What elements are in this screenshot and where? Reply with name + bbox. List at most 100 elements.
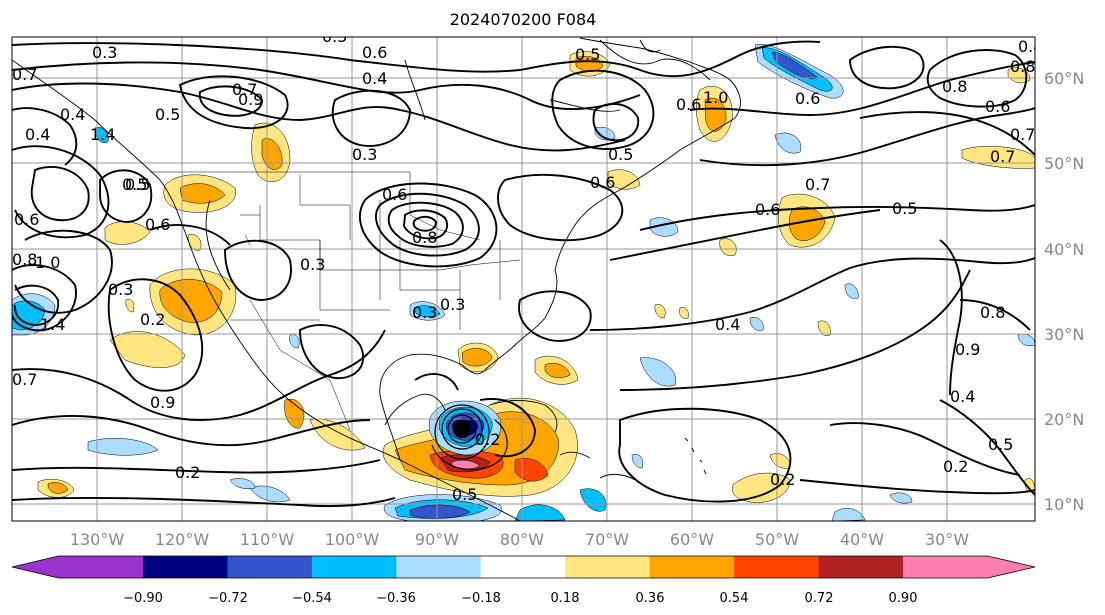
colorbar-tick-label: −0.18	[461, 591, 501, 606]
contour-label: 0.7	[805, 175, 830, 194]
lat-label: 50°N	[1044, 154, 1084, 173]
lon-label: 120°W	[155, 530, 210, 549]
colorbar-segment	[227, 556, 313, 578]
contour-label: 0.4	[25, 125, 50, 144]
colorbar-tick-label: 0.72	[805, 591, 834, 606]
colorbar-ticks: −0.90 −0.72 −0.54 −0.36 −0.18 0.18 0.36 …	[123, 591, 917, 606]
contour-label: 0.8	[1010, 57, 1035, 76]
contour-labels: 0.3 0.6 0.4 0.5 0.7 0.9 0.5 0.4 0.7 0.5 …	[12, 27, 1043, 504]
map-frame	[11, 36, 1036, 522]
cyclone-contours	[431, 404, 508, 471]
contour-label: 0.3	[108, 280, 133, 299]
lon-label: 130°W	[70, 530, 125, 549]
lat-label: 10°N	[1044, 495, 1084, 514]
contour-label: 0.4	[60, 105, 85, 124]
colorbar-segment	[565, 556, 651, 578]
lon-label: 90°W	[415, 530, 459, 549]
contour-label: 0.7	[12, 65, 37, 84]
lon-label: 70°W	[585, 530, 629, 549]
colorbar-tick-label: −0.90	[123, 591, 163, 606]
lon-label: 50°W	[755, 530, 799, 549]
colorbar-segment	[396, 556, 482, 578]
lat-label: 40°N	[1044, 240, 1084, 259]
colorbar	[11, 555, 1036, 579]
contour-label: 0.5	[322, 27, 347, 46]
coastlines	[12, 37, 741, 521]
lon-label: 60°W	[670, 530, 714, 549]
contour-label: 0.7	[12, 370, 37, 389]
colorbar-segment	[480, 556, 566, 578]
contour-label: 1.4	[40, 315, 65, 334]
contour-label: 0.6	[985, 97, 1010, 116]
contour-label: 0.8	[412, 228, 437, 247]
lat-label: 30°N	[1044, 325, 1084, 344]
contour-label: 0.5	[608, 145, 633, 164]
colorbar-segment	[903, 556, 1035, 578]
colorbar-tick-label: −0.36	[376, 591, 416, 606]
lon-label: 30°W	[925, 530, 969, 549]
contour-label: 0.8	[980, 303, 1005, 322]
contour-label: 0.2	[475, 430, 500, 449]
colorbar-segment	[649, 556, 735, 578]
contour-label: 0.4	[715, 315, 740, 334]
figure-title: 2024070200 F084	[450, 10, 597, 29]
colorbar-segment	[12, 556, 143, 578]
contour-label: 0.4	[362, 69, 387, 88]
colorbar-segment	[818, 556, 904, 578]
contour-label: 0.6	[382, 185, 407, 204]
lat-label: 20°N	[1044, 410, 1084, 429]
contour-label: 0.3	[300, 255, 325, 274]
contour-label: 0.5	[988, 435, 1013, 454]
contour-label: 0.7	[1010, 125, 1035, 144]
contour-label: 0.4	[950, 387, 975, 406]
colorbar-tick-label: 0.18	[551, 591, 580, 606]
contour-label: 0.2	[140, 310, 165, 329]
contour-label: 1.4	[90, 125, 115, 144]
contour-label: 0.2	[175, 463, 200, 482]
contour-label: 0.5	[155, 105, 180, 124]
contour-lines	[12, 40, 1035, 508]
colorbar-tick-label: −0.54	[292, 591, 332, 606]
contour-label: 0.5	[575, 45, 600, 64]
contour-label: 0.5	[125, 175, 150, 194]
contour-label: 0.3	[440, 295, 465, 314]
contour-label: 0.6	[362, 43, 387, 62]
colorbar-segment	[143, 556, 228, 578]
colorbar-outline	[11, 555, 1036, 579]
colorbar-tick-label: 0.36	[636, 591, 665, 606]
colorbar-segment	[311, 556, 397, 578]
colorbar-tick-label: 0.54	[720, 591, 749, 606]
colorbar-tick-label: 0.90	[889, 591, 918, 606]
contour-label: 0.7	[990, 147, 1015, 166]
contour-label: 0.3	[92, 43, 117, 62]
longitude-labels: 130°W 120°W 110°W 100°W 90°W 80°W 70°W 6…	[70, 530, 969, 549]
lon-label: 110°W	[240, 530, 295, 549]
contour-label: 0.8	[12, 250, 37, 269]
contour-label: 0.5	[892, 199, 917, 218]
lon-label: 100°W	[325, 530, 380, 549]
contour-label: 0.2	[943, 457, 968, 476]
colorbar-segment	[734, 556, 820, 578]
contour-label: 0.5	[122, 175, 147, 194]
contour-label: 0.6	[145, 215, 170, 234]
contour-label: 0.3	[412, 303, 437, 322]
contour-label: 0.8	[942, 77, 967, 96]
contour-label: 0.4	[1018, 37, 1043, 56]
contour-label: 0.9	[238, 90, 263, 109]
contour-label: 0.6	[590, 173, 615, 192]
contour-label: 0.6	[755, 200, 780, 219]
contour-label: 0.3	[352, 145, 377, 164]
contour-label: 0.7	[232, 80, 257, 99]
contour-label: 0.6	[676, 95, 701, 114]
contour-label: 1.0	[703, 88, 728, 107]
latitude-labels: 60°N 50°N 40°N 30°N 20°N 10°N	[1044, 69, 1084, 514]
lon-label: 80°W	[500, 530, 544, 549]
map-panel: 0.3 0.6 0.4 0.5 0.7 0.9 0.5 0.4 0.7 0.5 …	[12, 27, 1043, 521]
lon-label: 40°W	[840, 530, 884, 549]
contour-label: 0.9	[150, 393, 175, 412]
contour-label: 0.6	[795, 89, 820, 108]
colorbar-tick-label: −0.72	[208, 591, 248, 606]
contour-label: 0.6	[14, 210, 39, 229]
contour-label: 1.0	[35, 253, 60, 272]
